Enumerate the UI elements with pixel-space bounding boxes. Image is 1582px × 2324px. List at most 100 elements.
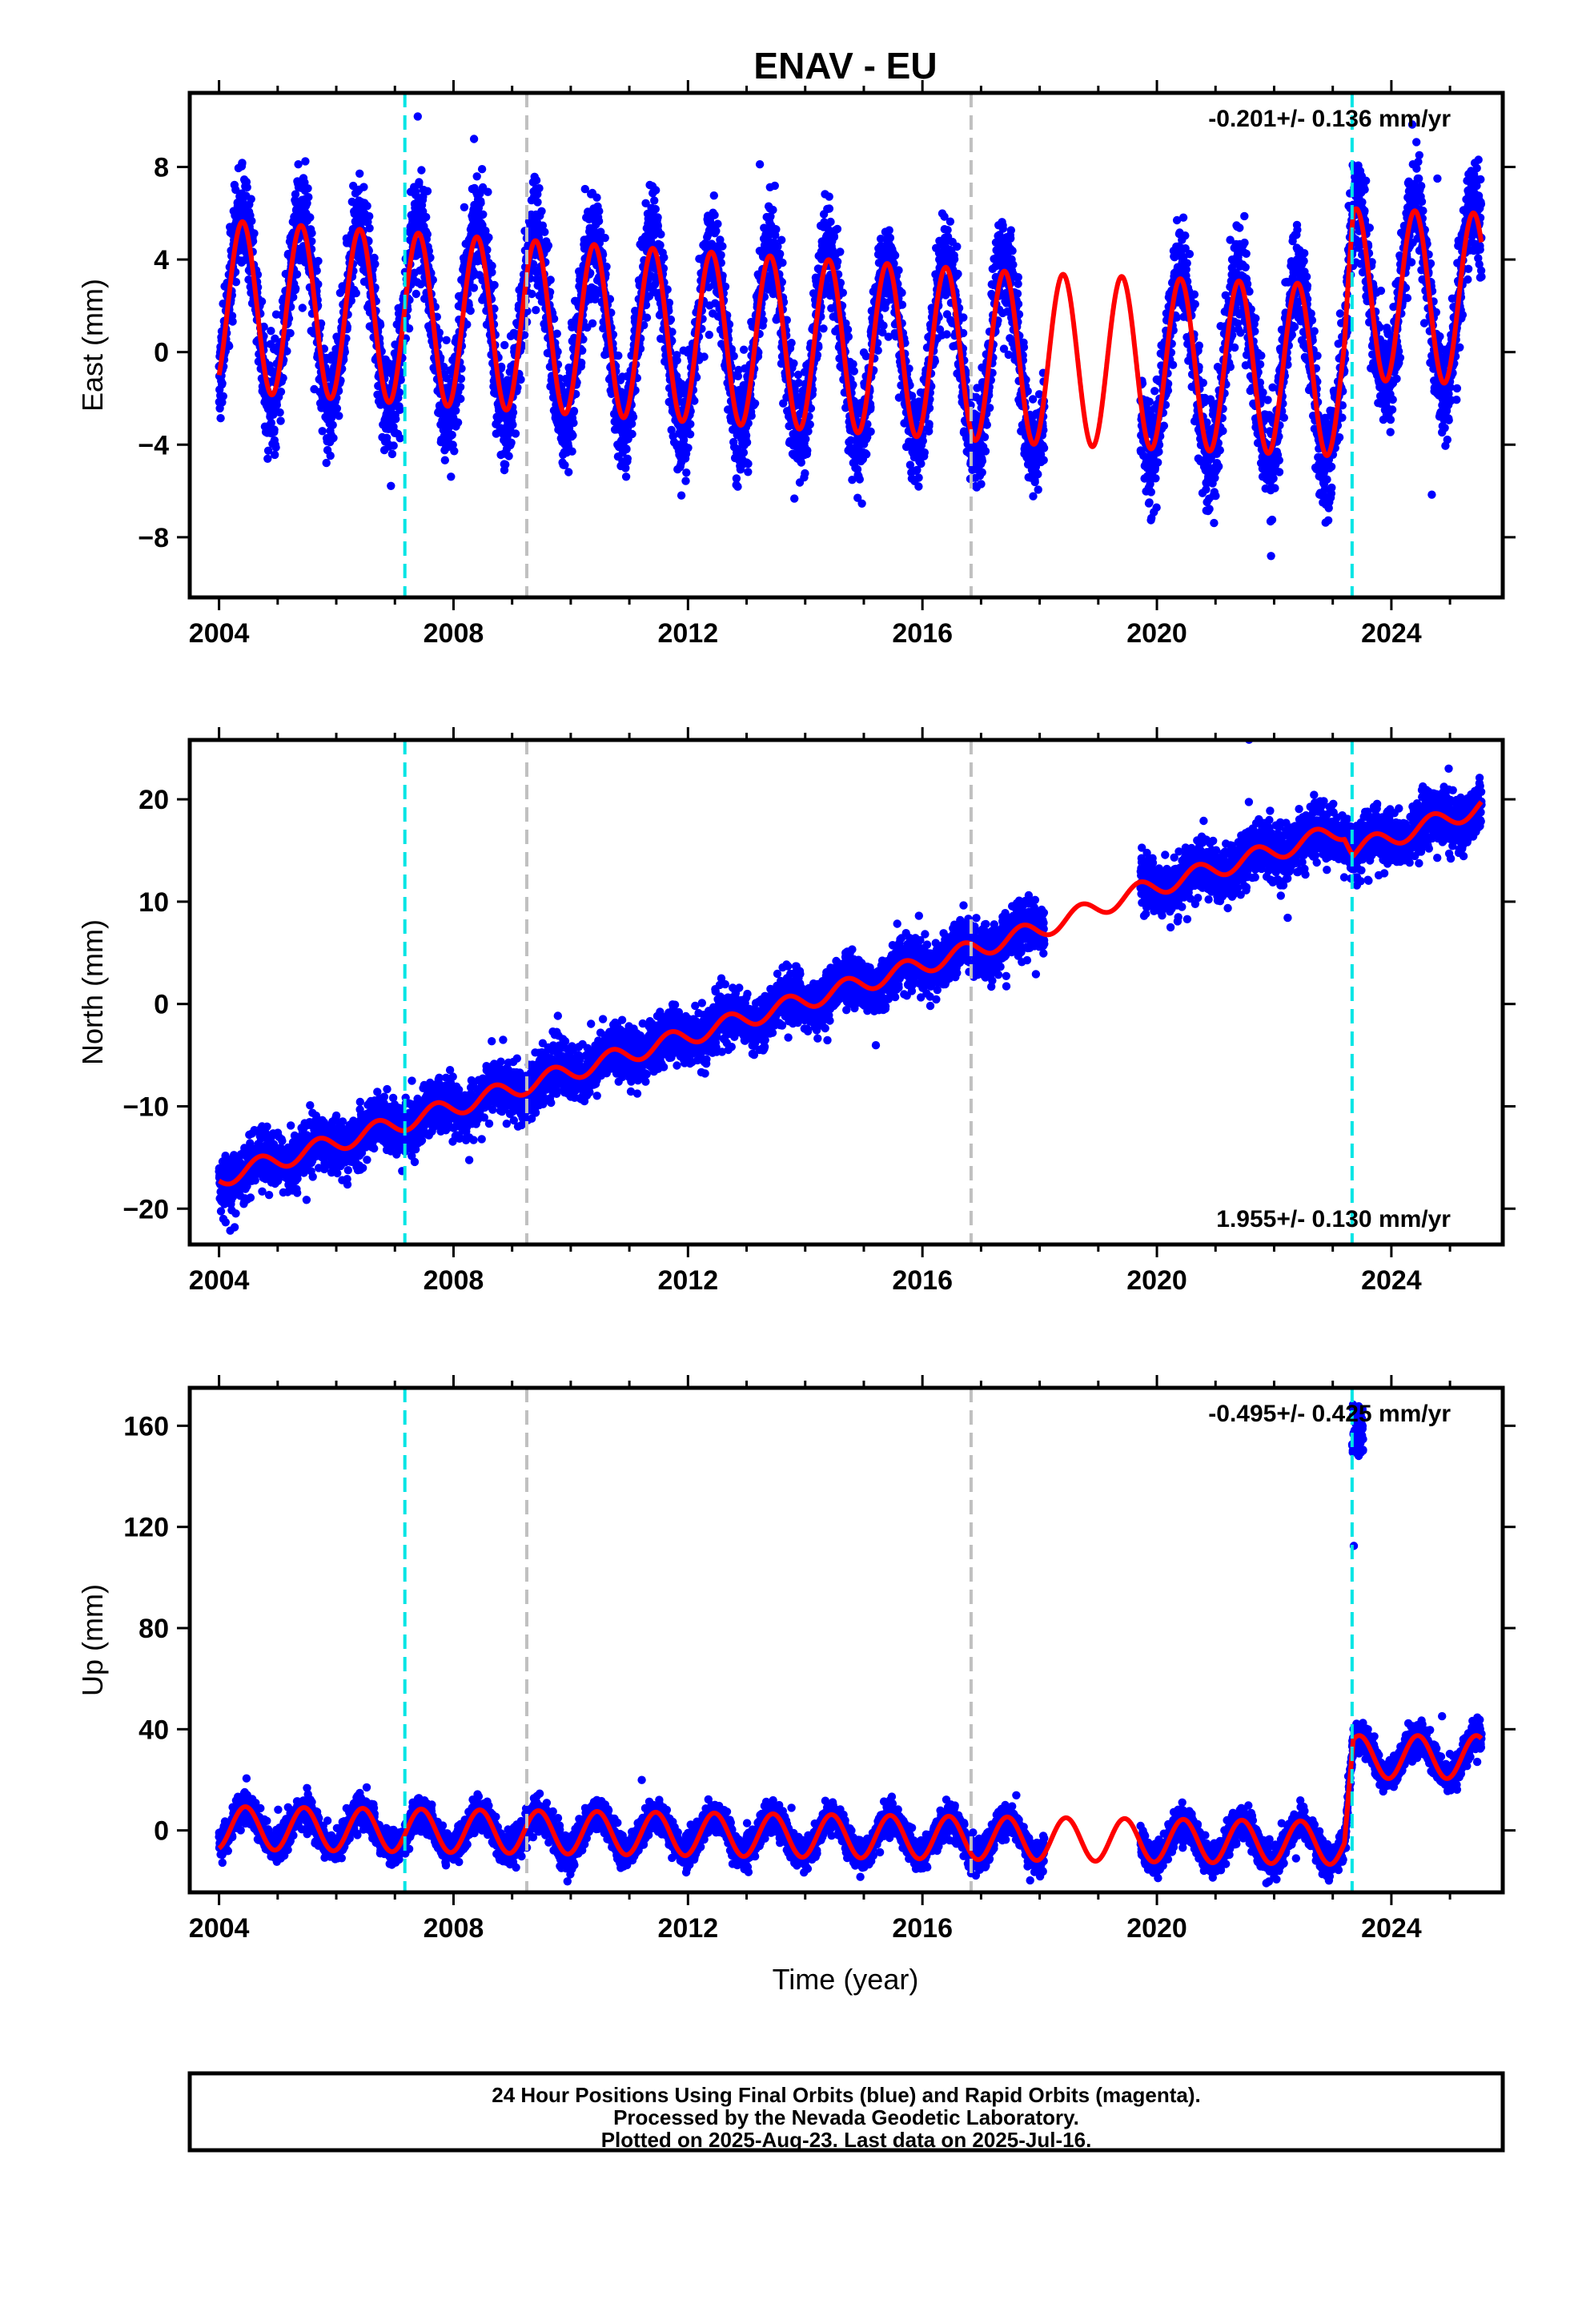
data-point bbox=[312, 266, 321, 275]
data-point bbox=[614, 351, 623, 360]
data-point bbox=[328, 420, 337, 429]
data-point bbox=[844, 332, 853, 341]
data-point bbox=[442, 336, 451, 344]
data-point bbox=[879, 321, 888, 330]
data-point bbox=[544, 241, 553, 250]
data-point bbox=[508, 420, 517, 429]
data-point bbox=[450, 447, 459, 456]
data-point bbox=[291, 284, 300, 293]
data-point bbox=[216, 414, 225, 423]
data-point bbox=[981, 447, 990, 456]
data-point bbox=[396, 434, 404, 443]
data-point bbox=[600, 233, 609, 243]
data-point bbox=[469, 135, 479, 143]
data-point bbox=[588, 319, 597, 328]
data-point bbox=[986, 404, 994, 412]
data-point bbox=[365, 211, 374, 221]
data-point bbox=[371, 259, 379, 268]
data-point bbox=[652, 186, 661, 195]
data-point bbox=[739, 448, 749, 457]
data-point bbox=[413, 112, 422, 121]
data-point bbox=[673, 356, 681, 365]
data-point bbox=[415, 178, 424, 187]
data-point bbox=[978, 456, 987, 465]
data-point bbox=[918, 436, 928, 445]
data-point bbox=[335, 412, 343, 420]
data-point bbox=[717, 251, 725, 259]
data-point bbox=[412, 187, 420, 196]
data-point bbox=[231, 185, 240, 195]
data-point bbox=[218, 379, 227, 388]
data-point bbox=[769, 205, 777, 215]
data-point bbox=[456, 394, 465, 404]
data-point bbox=[270, 425, 279, 434]
data-point bbox=[423, 230, 432, 239]
data-point bbox=[276, 416, 285, 425]
data-point bbox=[326, 451, 335, 460]
data-point bbox=[243, 183, 251, 192]
data-point bbox=[954, 269, 962, 279]
plot-area-east bbox=[215, 93, 1486, 597]
data-point bbox=[750, 399, 760, 408]
data-point bbox=[825, 204, 834, 213]
data-point bbox=[890, 251, 900, 260]
data-point bbox=[797, 458, 805, 467]
data-point bbox=[651, 204, 660, 214]
data-point bbox=[855, 475, 865, 484]
data-point bbox=[739, 345, 749, 354]
data-point bbox=[279, 373, 287, 383]
data-point bbox=[476, 199, 485, 207]
data-point bbox=[1009, 260, 1018, 269]
data-point bbox=[777, 235, 786, 244]
data-point bbox=[440, 456, 449, 464]
data-point bbox=[294, 160, 303, 169]
data-point bbox=[592, 193, 601, 202]
data-point bbox=[897, 288, 906, 297]
data-point bbox=[980, 432, 990, 441]
data-point bbox=[569, 407, 579, 416]
data-point bbox=[729, 352, 738, 360]
data-point bbox=[946, 217, 955, 226]
data-point bbox=[805, 420, 814, 429]
data-point bbox=[885, 233, 895, 243]
data-point bbox=[516, 375, 525, 384]
data-point bbox=[660, 253, 669, 262]
data-point bbox=[484, 187, 492, 196]
data-point bbox=[801, 435, 810, 444]
data-point bbox=[642, 313, 652, 322]
data-point bbox=[712, 227, 721, 235]
data-point bbox=[304, 193, 313, 202]
data-point bbox=[718, 242, 727, 251]
data-point bbox=[998, 224, 1008, 233]
data-point bbox=[628, 429, 636, 439]
data-point bbox=[552, 329, 561, 338]
data-point bbox=[656, 230, 665, 239]
data-point bbox=[500, 340, 509, 350]
data-point bbox=[978, 468, 986, 477]
data-point bbox=[569, 418, 578, 428]
data-point bbox=[628, 412, 638, 421]
data-point bbox=[528, 289, 536, 299]
data-point bbox=[314, 256, 323, 266]
data-point bbox=[656, 240, 665, 250]
data-point bbox=[247, 216, 256, 226]
data-point bbox=[417, 166, 426, 175]
data-point bbox=[286, 328, 295, 338]
data-point bbox=[540, 227, 549, 236]
data-point bbox=[594, 216, 604, 226]
data-point bbox=[959, 313, 968, 322]
data-point bbox=[744, 468, 753, 476]
data-point bbox=[755, 160, 765, 169]
data-point bbox=[684, 444, 693, 452]
data-point bbox=[263, 446, 273, 455]
data-point bbox=[914, 482, 923, 491]
data-point bbox=[885, 226, 893, 235]
data-point bbox=[953, 242, 962, 251]
data-point bbox=[301, 157, 310, 166]
data-point bbox=[387, 481, 396, 490]
data-point bbox=[355, 169, 364, 178]
data-point bbox=[289, 292, 298, 302]
data-point bbox=[778, 258, 787, 267]
data-point bbox=[977, 480, 986, 489]
